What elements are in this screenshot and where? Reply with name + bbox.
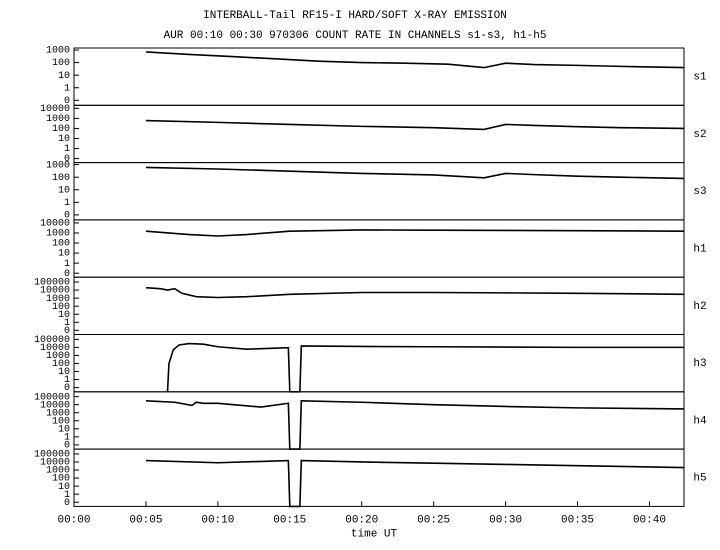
data-line — [145, 119, 685, 131]
y-tick-label: 0 — [64, 96, 70, 107]
y-tick-label: 10 — [58, 310, 70, 321]
y-tick-label: 1 — [64, 259, 70, 270]
panel-frame — [73, 162, 685, 221]
y-tick-label: 100 — [52, 302, 70, 313]
x-tick-label: 00:00 — [57, 514, 90, 526]
y-tick-label: 100 — [52, 239, 70, 250]
y-tick-label: 1000 — [46, 229, 70, 240]
x-tick-label: 00:40 — [633, 514, 666, 526]
panel-frame — [73, 391, 685, 450]
y-tick-label: 100 — [52, 359, 70, 370]
y-tick-label: 1000 — [46, 294, 70, 305]
y-tick-label: 10 — [58, 424, 70, 435]
y-tick-label: 0 — [64, 326, 70, 337]
panel-label: h4 — [693, 415, 707, 427]
y-tick-label: 0 — [64, 211, 70, 222]
data-line — [145, 400, 685, 450]
panel-frame — [73, 219, 685, 278]
data-line — [145, 51, 685, 69]
x-tick-label: 00:35 — [561, 514, 594, 526]
y-tick-label: 10000 — [40, 458, 70, 469]
y-tick-label: 0 — [64, 154, 70, 165]
data-line — [145, 229, 685, 237]
y-tick-label: 10 — [58, 482, 70, 493]
y-tick-label: 1 — [64, 375, 70, 386]
y-tick-label: 100000 — [34, 335, 70, 346]
y-tick-label: 10000 — [40, 400, 70, 411]
y-tick-label: 1000 — [46, 160, 70, 171]
panel-frame — [73, 47, 685, 106]
y-tick-label: 1 — [64, 432, 70, 443]
y-tick-label: 100 — [52, 58, 70, 69]
x-tick-label: 00:20 — [345, 514, 378, 526]
y-tick-label: 100 — [52, 124, 70, 135]
panel-label: h5 — [693, 473, 706, 485]
y-tick-label: 1 — [64, 490, 70, 501]
y-tick-label: 1 — [64, 198, 70, 209]
panel-frame — [73, 334, 685, 393]
panel-label: h1 — [693, 243, 707, 255]
data-line — [145, 166, 685, 180]
y-tick-label: 10000 — [40, 343, 70, 354]
data-line — [145, 459, 685, 508]
panel-frame — [73, 448, 685, 507]
y-tick-label: 0 — [64, 383, 70, 394]
panel-label: s1 — [693, 72, 707, 84]
y-tick-label: 10000 — [40, 286, 70, 297]
chart-subtitle: AUR 00:10 00:30 970306 COUNT RATE IN CHA… — [164, 30, 547, 42]
chart-title: INTERBALL-Tail RF15-I HARD/SOFT X-RAY EM… — [203, 10, 507, 22]
y-tick-label: 10000 — [40, 219, 70, 230]
y-tick-label: 100000 — [34, 450, 70, 461]
y-tick-label: 0 — [64, 441, 70, 452]
x-axis-label: time UT — [351, 528, 398, 540]
y-tick-label: 1000 — [46, 46, 70, 57]
data-line — [166, 342, 684, 393]
y-tick-label: 1000 — [46, 114, 70, 125]
y-tick-label: 1000 — [46, 408, 70, 419]
y-tick-label: 100 — [52, 416, 70, 427]
panel-label: h2 — [693, 301, 706, 313]
y-tick-label: 10 — [58, 71, 70, 82]
y-tick-label: 0 — [64, 269, 70, 280]
y-tick-label: 100000 — [34, 278, 70, 289]
y-tick-label: 1 — [64, 83, 70, 94]
panel-label: h3 — [693, 358, 706, 370]
data-line — [145, 286, 685, 299]
y-tick-label: 10 — [58, 185, 70, 196]
x-tick-label: 00:30 — [489, 514, 522, 526]
y-tick-label: 1000 — [46, 351, 70, 362]
y-tick-label: 0 — [64, 498, 70, 509]
y-tick-label: 10 — [58, 134, 70, 145]
x-tick-label: 00:10 — [201, 514, 234, 526]
panel-label: s3 — [693, 186, 706, 198]
panel-label: s2 — [693, 129, 706, 141]
y-tick-label: 100 — [52, 173, 70, 184]
panel-frame — [73, 104, 685, 164]
panel-frame — [73, 276, 685, 336]
y-tick-label: 10000 — [40, 104, 70, 115]
x-tick-label: 00:05 — [129, 514, 162, 526]
x-tick-label: 00:15 — [273, 514, 306, 526]
y-tick-label: 100000 — [34, 392, 70, 403]
y-tick-label: 1 — [64, 144, 70, 155]
x-tick-label: 00:25 — [417, 514, 450, 526]
y-tick-label: 1000 — [46, 466, 70, 477]
y-tick-label: 10 — [58, 367, 70, 378]
y-tick-label: 100 — [52, 474, 70, 485]
y-tick-label: 10 — [58, 249, 70, 260]
y-tick-label: 1 — [64, 318, 70, 329]
